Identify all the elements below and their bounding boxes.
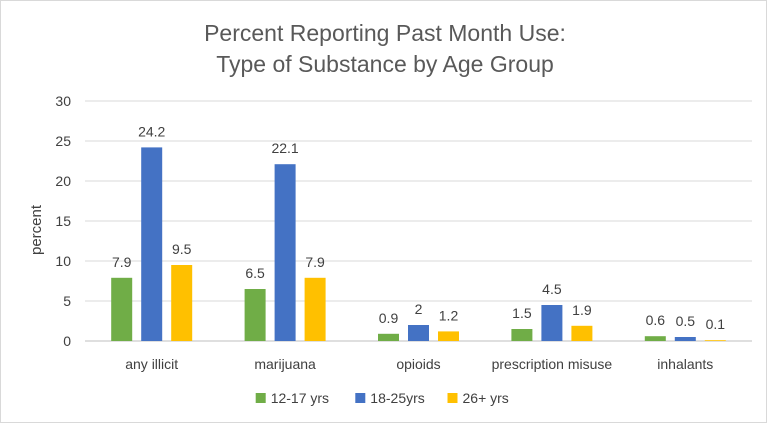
- bar: [304, 277, 326, 341]
- legend-swatch: [355, 393, 366, 403]
- legend-label: 18-25yrs: [370, 390, 424, 406]
- bar: [704, 340, 726, 341]
- bars: [111, 147, 726, 341]
- bar: [244, 289, 266, 341]
- data-label: 7.9: [305, 254, 325, 270]
- y-tick-label: 5: [63, 293, 71, 309]
- legend-label: 26+ yrs: [463, 390, 509, 406]
- data-label: 0.6: [646, 312, 666, 328]
- data-label: 2: [415, 301, 423, 317]
- category-label: opioids: [396, 356, 440, 372]
- data-label: 1.2: [439, 307, 459, 323]
- category-label: prescription misuse: [492, 356, 613, 372]
- bar: [171, 265, 193, 341]
- category-labels: any illicit marijuana opioids prescription …: [125, 356, 713, 372]
- data-label: 6.5: [245, 265, 265, 281]
- data-labels: 7.9 24.2 9.5 6.5 22.1 7.9 0.9 2 1.2 1.5 4.5 1.9 0.6 0…: [112, 123, 725, 332]
- y-tick-label: 0: [63, 333, 71, 349]
- bar: [408, 325, 429, 341]
- bar: [511, 329, 533, 341]
- legend-label: 12-17 yrs: [271, 390, 329, 406]
- bar: [571, 325, 593, 341]
- legend: 12-17 yrs 18-25yrs 26+ yrs: [255, 390, 509, 406]
- y-tick-label: 15: [55, 213, 71, 229]
- data-label: 1.5: [512, 305, 532, 321]
- bar: [438, 331, 459, 341]
- bar: [111, 277, 133, 341]
- y-tick-label: 25: [55, 133, 71, 149]
- category-label: any illicit: [125, 356, 178, 372]
- y-tick-label: 10: [55, 253, 71, 269]
- data-label: 9.5: [172, 241, 192, 257]
- y-axis-label: percent: [28, 204, 45, 255]
- data-label: 22.1: [271, 140, 298, 156]
- bar: [378, 333, 399, 341]
- data-label: 0.5: [676, 313, 696, 329]
- bar: [274, 164, 296, 341]
- bar: [141, 147, 163, 341]
- legend-swatch: [255, 393, 266, 403]
- category-label: inhalants: [657, 356, 713, 372]
- bar: [644, 336, 666, 341]
- data-label: 1.9: [572, 302, 592, 318]
- chart-title-line-2: Type of Substance by Age Group: [216, 51, 554, 77]
- y-tick-labels: 0 5 10 15 20 25 30: [55, 93, 71, 349]
- legend-swatch: [447, 393, 458, 403]
- data-label: 7.9: [112, 254, 132, 270]
- data-label: 4.5: [542, 281, 562, 297]
- chart-title-line-1: Percent Reporting Past Month Use:: [204, 20, 566, 46]
- data-label: 24.2: [138, 123, 165, 139]
- y-tick-label: 30: [55, 93, 71, 109]
- data-label: 0.9: [379, 310, 399, 326]
- bar: [674, 337, 696, 341]
- y-tick-label: 20: [55, 173, 71, 189]
- category-label: marijuana: [254, 356, 316, 372]
- data-label: 0.1: [706, 316, 726, 332]
- bar: [541, 305, 563, 341]
- gridlines: [85, 100, 752, 342]
